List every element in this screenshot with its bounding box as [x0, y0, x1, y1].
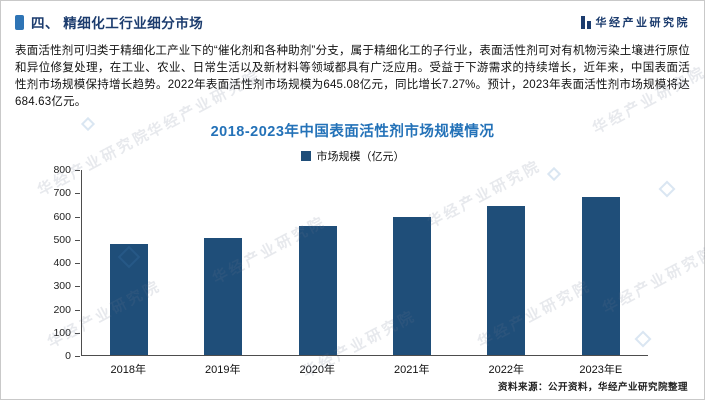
brand-text: 华经产业研究院 [595, 17, 690, 29]
x-axis: 2018年 2019年 2020年 2021年 2022年 2023年E [81, 361, 648, 377]
x-tick-label: 2018年 [110, 364, 146, 376]
chart-title: 2018-2023年中国表面活性剂市场规模情况 [210, 124, 495, 140]
x-tick-label: 2021年 [394, 364, 430, 376]
y-tick-label: 400 [53, 257, 80, 269]
x-tick-label: 2020年 [299, 364, 335, 376]
y-axis: 0 100 200 300 400 500 600 700 800 [39, 164, 81, 362]
header-left: 四、 精细化工行业细分市场 [15, 12, 203, 32]
bar-2022年 [487, 205, 526, 355]
legend-swatch [300, 151, 311, 161]
y-tick-label: 0 [65, 350, 80, 362]
x-tick-label: 2023年E [579, 364, 623, 376]
bar-column [554, 170, 648, 355]
y-tick-label: 300 [53, 280, 80, 293]
y-tick-label: 100 [53, 326, 80, 339]
bar-2023年E [581, 196, 620, 355]
bar-chart: 0 100 200 300 400 500 600 700 800 [39, 164, 648, 362]
brand-logo: 华经产业研究院 [580, 14, 691, 30]
legend-label: 市场规模（亿元） [316, 151, 405, 163]
y-tick-label: 700 [53, 187, 80, 200]
chart-legend: 市场规模（亿元） [15, 148, 690, 164]
header: 四、 精细化工行业细分市场 华经产业研究院 [15, 9, 690, 35]
bar-column [176, 170, 270, 355]
y-tick-label: 500 [53, 233, 80, 246]
y-tick-label: 200 [53, 303, 80, 316]
y-tick-label: 600 [53, 210, 80, 223]
bar-column [459, 170, 553, 355]
header-accent-bar [15, 14, 24, 30]
bar-2021年 [393, 216, 432, 355]
x-tick-label: 2019年 [205, 364, 241, 376]
plot-area [81, 170, 648, 356]
bar-column [365, 170, 459, 355]
section-title: 四、 精细化工行业细分市场 [31, 16, 204, 31]
y-tick-label: 800 [53, 164, 80, 176]
bar-2020年 [298, 226, 337, 355]
x-tick-label: 2022年 [488, 364, 524, 376]
bar-2018年 [110, 244, 149, 355]
source-note: 资料来源：公开资料，华经产业研究院整理 [497, 382, 688, 393]
brand-bars-icon [580, 15, 591, 29]
bar-column [82, 170, 176, 355]
bar-2019年 [204, 237, 243, 355]
bar-column [271, 170, 365, 355]
intro-paragraph: 表面活性剂可归类于精细化工产业下的“催化剂和各种助剂”分支，属于精细化工的子行业… [15, 45, 690, 108]
